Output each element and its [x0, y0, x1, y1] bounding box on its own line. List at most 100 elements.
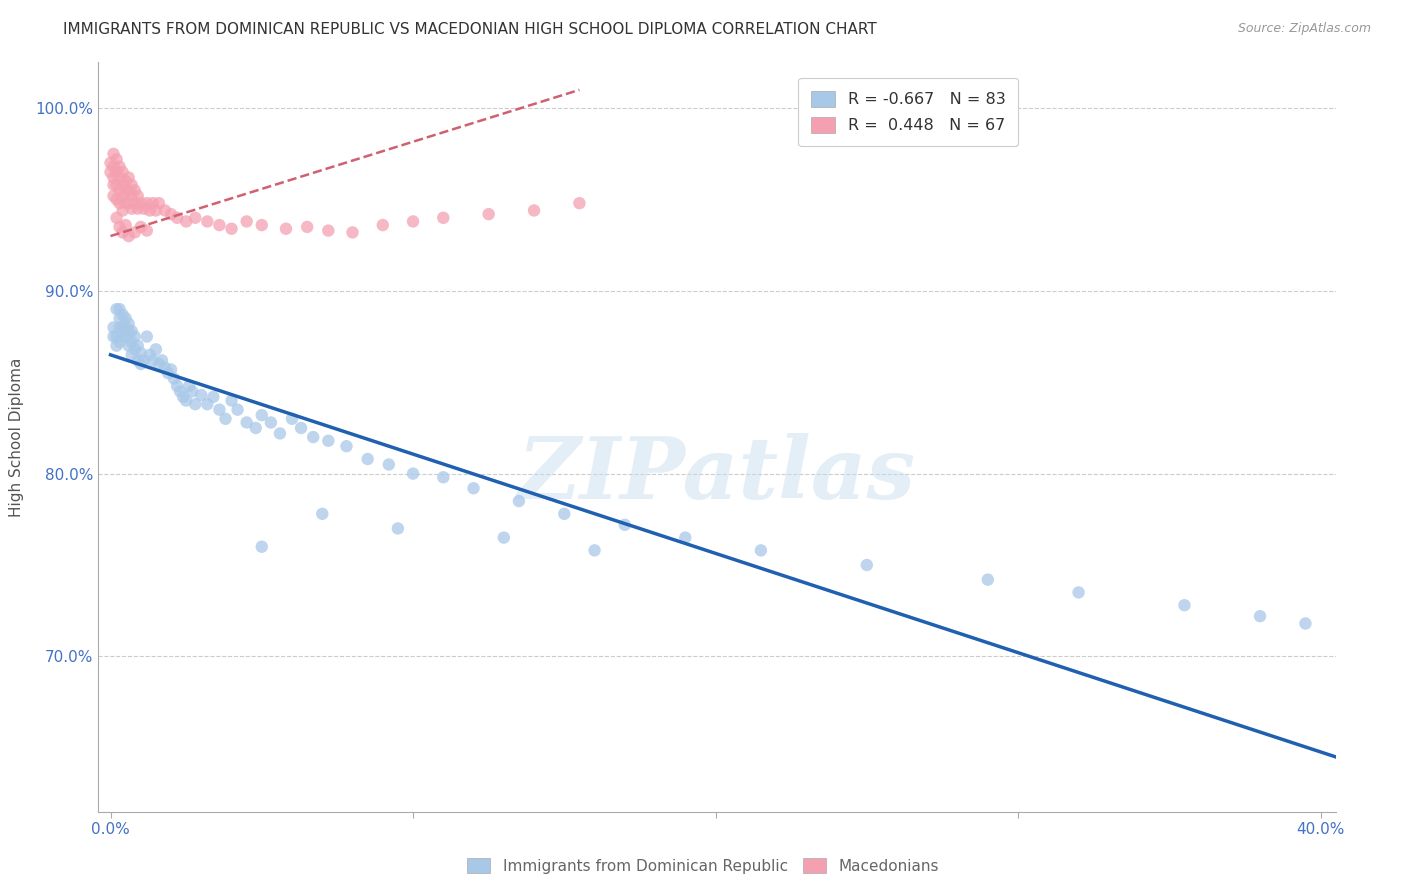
- Point: [124, 343, 146, 357]
- Point: [108, 219, 131, 234]
- Point: [281, 412, 304, 426]
- Point: [463, 481, 485, 495]
- Point: [108, 311, 131, 326]
- Point: [139, 348, 162, 362]
- Point: [121, 334, 143, 349]
- Point: [135, 329, 157, 343]
- Point: [221, 221, 243, 235]
- Text: ZIPatlas: ZIPatlas: [517, 433, 917, 516]
- Point: [103, 178, 125, 192]
- Point: [169, 384, 191, 399]
- Point: [118, 170, 141, 185]
- Point: [145, 343, 167, 357]
- Point: [148, 357, 170, 371]
- Point: [166, 211, 188, 225]
- Point: [121, 189, 143, 203]
- Point: [163, 371, 186, 385]
- Point: [250, 540, 273, 554]
- Legend: Immigrants from Dominican Republic, Macedonians: Immigrants from Dominican Republic, Mace…: [461, 852, 945, 880]
- Point: [129, 219, 152, 234]
- Point: [235, 416, 257, 430]
- Point: [432, 211, 454, 225]
- Point: [103, 189, 125, 203]
- Point: [214, 412, 236, 426]
- Point: [221, 393, 243, 408]
- Point: [856, 558, 879, 572]
- Point: [129, 196, 152, 211]
- Point: [378, 458, 401, 472]
- Point: [105, 153, 128, 167]
- Point: [235, 214, 257, 228]
- Point: [132, 202, 155, 216]
- Point: [195, 397, 218, 411]
- Point: [105, 165, 128, 179]
- Point: [166, 379, 188, 393]
- Point: [160, 362, 183, 376]
- Point: [342, 226, 364, 240]
- Point: [121, 324, 143, 338]
- Point: [127, 202, 149, 216]
- Point: [749, 543, 772, 558]
- Point: [111, 329, 134, 343]
- Point: [156, 366, 179, 380]
- Point: [311, 507, 333, 521]
- Point: [108, 196, 131, 211]
- Point: [260, 416, 283, 430]
- Point: [108, 334, 131, 349]
- Point: [139, 203, 162, 218]
- Point: [184, 211, 207, 225]
- Point: [402, 214, 425, 228]
- Point: [432, 470, 454, 484]
- Point: [356, 452, 378, 467]
- Point: [118, 317, 141, 331]
- Point: [121, 348, 143, 362]
- Point: [135, 223, 157, 237]
- Point: [105, 211, 128, 225]
- Point: [124, 196, 146, 211]
- Point: [226, 402, 249, 417]
- Point: [145, 203, 167, 218]
- Point: [402, 467, 425, 481]
- Point: [118, 324, 141, 338]
- Point: [108, 170, 131, 185]
- Point: [111, 308, 134, 322]
- Point: [108, 183, 131, 197]
- Point: [387, 521, 409, 535]
- Point: [129, 346, 152, 360]
- Point: [105, 339, 128, 353]
- Point: [977, 573, 1000, 587]
- Point: [127, 353, 149, 368]
- Point: [103, 146, 125, 161]
- Legend: R = -0.667   N = 83, R =  0.448   N = 67: R = -0.667 N = 83, R = 0.448 N = 67: [799, 78, 1018, 146]
- Point: [195, 214, 218, 228]
- Point: [269, 426, 291, 441]
- Point: [105, 178, 128, 192]
- Point: [100, 165, 122, 179]
- Point: [114, 174, 136, 188]
- Point: [105, 329, 128, 343]
- Point: [114, 320, 136, 334]
- Point: [132, 353, 155, 368]
- Point: [174, 214, 197, 228]
- Point: [103, 329, 125, 343]
- Point: [108, 302, 131, 317]
- Point: [184, 397, 207, 411]
- Text: Source: ZipAtlas.com: Source: ZipAtlas.com: [1237, 22, 1371, 36]
- Point: [103, 320, 125, 334]
- Point: [103, 160, 125, 174]
- Point: [118, 196, 141, 211]
- Point: [160, 207, 183, 221]
- Point: [174, 393, 197, 408]
- Point: [1067, 585, 1090, 599]
- Point: [478, 207, 501, 221]
- Point: [274, 221, 297, 235]
- Point: [1294, 616, 1316, 631]
- Point: [318, 434, 340, 448]
- Point: [142, 353, 165, 368]
- Point: [318, 223, 340, 237]
- Point: [118, 339, 141, 353]
- Point: [111, 165, 134, 179]
- Point: [103, 170, 125, 185]
- Point: [1249, 609, 1271, 624]
- Point: [105, 193, 128, 207]
